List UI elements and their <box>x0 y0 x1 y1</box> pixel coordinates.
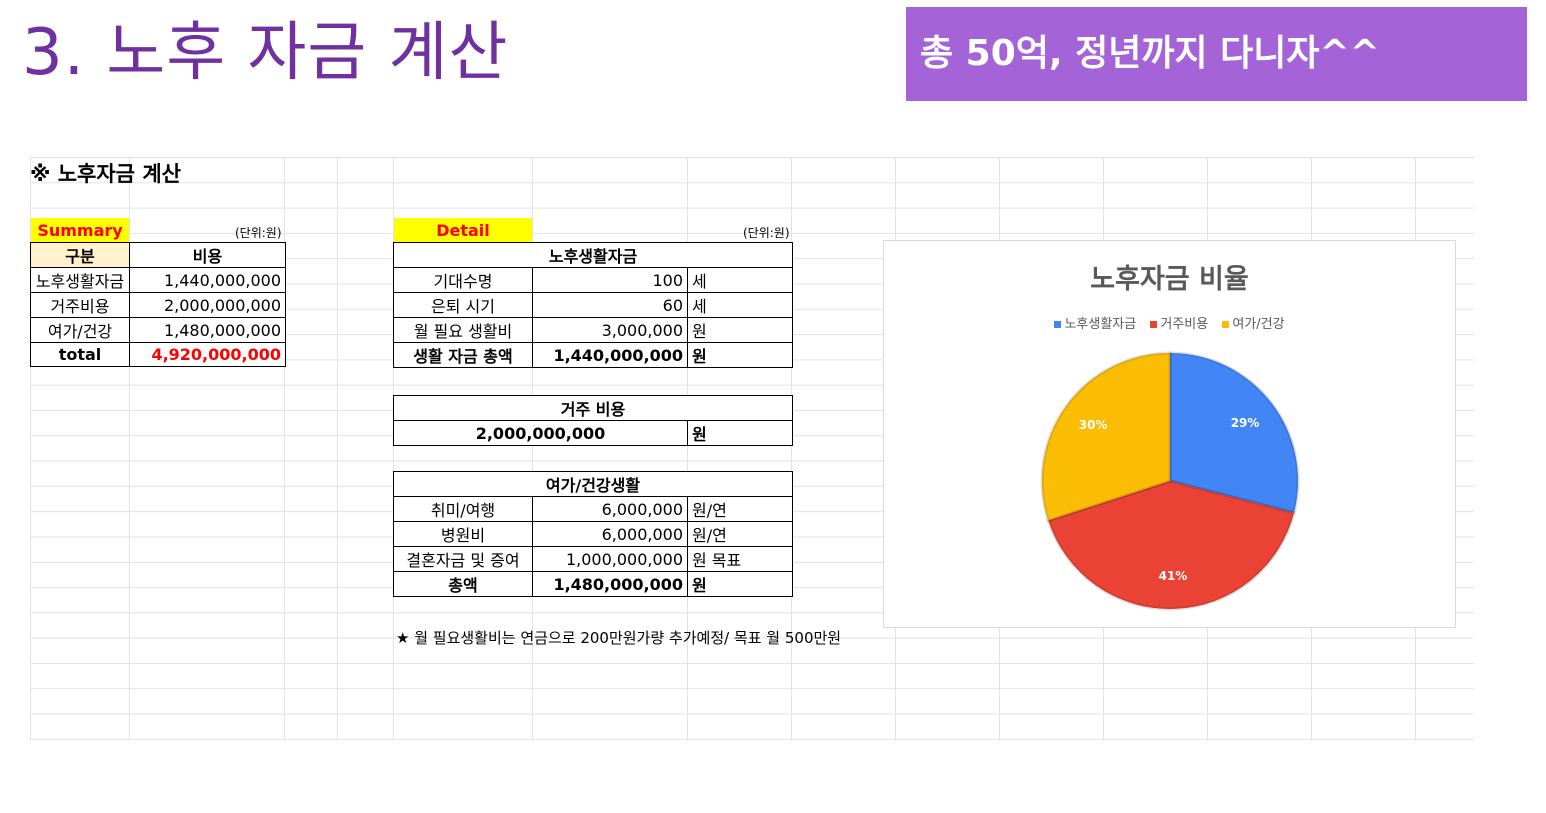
legend-item: 노후생활자금 <box>1054 317 1136 332</box>
legend-swatch <box>1222 321 1230 328</box>
detail-row-value[interactable]: 6,000,000 <box>532 521 688 547</box>
housing-header: 거주 비용 <box>392 395 794 421</box>
summary-total-value[interactable]: 4,920,000,000 <box>129 341 286 368</box>
detail-row-name[interactable]: 취미/여행 <box>393 496 533 522</box>
pie-slice[interactable] <box>1046 479 1296 611</box>
summary-row-value[interactable]: 2,000,000,000 <box>129 292 286 318</box>
pie-data-label: 41% <box>1159 569 1188 583</box>
table-row: 병원비 6,000,000 원/연 <box>393 521 793 547</box>
leisure-total-label[interactable]: 총액 <box>393 571 533 597</box>
living-fund-table: 노후생활자금 기대수명 100 세 은퇴 시기 60 세 월 필요 생활비 3,… <box>392 242 794 368</box>
summary-label: Summary <box>31 218 129 243</box>
detail-row-name[interactable]: 월 필요 생활비 <box>393 317 533 343</box>
summary-header-cost: 비용 <box>129 242 286 268</box>
grid-column-line <box>532 157 533 741</box>
pie-plot: 29% 41% 30% <box>1040 351 1300 611</box>
housing-value[interactable]: 2,000,000,000 <box>393 420 688 446</box>
detail-row-value[interactable]: 1,000,000,000 <box>532 546 688 572</box>
grid-column-line <box>129 157 130 741</box>
legend-label: 거주비용 <box>1160 317 1209 332</box>
detail-unit: (단위:원) <box>743 226 790 240</box>
detail-row-value[interactable]: 100 <box>532 267 688 293</box>
detail-row-unit[interactable]: 세 <box>686 267 794 293</box>
detail-row-value[interactable]: 6,000,000 <box>532 496 688 522</box>
housing-unit[interactable]: 원 <box>686 420 794 446</box>
slide-title: 3. 노후 자금 계산 <box>22 16 509 90</box>
detail-row-name[interactable]: 병원비 <box>393 521 533 547</box>
living-total-label[interactable]: 생활 자금 총액 <box>393 342 533 368</box>
table-row: 총액 1,480,000,000 원 <box>393 571 793 597</box>
living-total-value[interactable]: 1,440,000,000 <box>532 342 688 368</box>
housing-table: 거주 비용 2,000,000,000 원 <box>392 395 794 446</box>
summary-row-value[interactable]: 1,440,000,000 <box>129 267 286 293</box>
summary-row-name[interactable]: 여가/건강 <box>30 317 130 343</box>
leisure-header: 여가/건강생활 <box>393 471 793 497</box>
table-row: 생활 자금 총액 1,440,000,000 원 <box>393 342 794 368</box>
grid-column-line <box>284 157 285 741</box>
legend-swatch <box>1150 321 1158 328</box>
table-row: 결혼자금 및 증여 1,000,000,000 원 목표 <box>393 546 793 572</box>
chart-title: 노후자금 비율 <box>1090 264 1249 295</box>
detail-row-unit[interactable]: 원/연 <box>687 521 793 547</box>
pie-slice[interactable] <box>1040 351 1172 523</box>
detail-row-name[interactable]: 결혼자금 및 증여 <box>393 546 533 572</box>
summary-table: 구분 비용 노후생활자금 1,440,000,000 거주비용 2,000,00… <box>30 242 286 368</box>
summary-unit: (단위:원) <box>235 226 282 240</box>
detail-row-name[interactable]: 기대수명 <box>393 267 533 293</box>
detail-row-unit[interactable]: 원/연 <box>687 496 793 522</box>
detail-row-unit[interactable]: 원 목표 <box>687 546 793 572</box>
table-row: total 4,920,000,000 <box>30 341 286 368</box>
detail-row-name[interactable]: 은퇴 시기 <box>393 292 533 318</box>
table-row: 노후생활자금 1,440,000,000 <box>30 267 286 293</box>
table-row: 기대수명 100 세 <box>393 267 794 293</box>
table-row: 여가/건강 1,480,000,000 <box>30 317 286 343</box>
detail-row-value[interactable]: 60 <box>532 292 688 318</box>
pie-chart[interactable]: 노후자금 비율 노후생활자금 거주비용 여가/건강 29% 41% 30% <box>883 240 1456 628</box>
pie-slice[interactable] <box>1168 351 1300 515</box>
sheet-title: ※ 노후자금 계산 <box>30 162 181 186</box>
grid-column-line <box>687 157 688 741</box>
legend-item: 여가/건강 <box>1222 317 1285 332</box>
detail-row-value[interactable]: 3,000,000 <box>532 317 688 343</box>
leisure-total-value[interactable]: 1,480,000,000 <box>532 571 688 597</box>
chart-legend: 노후생활자금 거주비용 여가/건강 <box>884 313 1455 332</box>
grid-column-line <box>337 157 338 741</box>
table-row: 월 필요 생활비 3,000,000 원 <box>393 317 794 343</box>
living-total-unit[interactable]: 원 <box>686 342 794 368</box>
legend-item: 거주비용 <box>1150 317 1208 332</box>
legend-swatch <box>1054 321 1062 328</box>
grid-column-line <box>791 157 792 741</box>
slide-banner: 총 50억, 정년까지 다니자^^ <box>906 7 1527 101</box>
living-fund-header: 노후생활자금 <box>392 242 794 268</box>
footnote: ★ 월 필요생활비는 연금으로 200만원가량 추가예정/ 목표 월 500만원 <box>396 629 842 647</box>
legend-label: 여가/건강 <box>1232 317 1285 332</box>
summary-total-label[interactable]: total <box>30 341 130 368</box>
leisure-health-table: 여가/건강생활 취미/여행 6,000,000 원/연 병원비 6,000,00… <box>393 471 793 597</box>
detail-row-unit[interactable]: 원 <box>686 317 794 343</box>
grid-column-line <box>393 157 394 741</box>
summary-row-value[interactable]: 1,480,000,000 <box>129 317 286 343</box>
pie-data-label: 30% <box>1079 418 1108 432</box>
table-row: 거주비용 2,000,000,000 <box>30 292 286 318</box>
summary-row-name[interactable]: 노후생활자금 <box>30 267 130 293</box>
table-row: 2,000,000,000 원 <box>393 420 794 446</box>
summary-row-name[interactable]: 거주비용 <box>30 292 130 318</box>
legend-label: 노후생활자금 <box>1064 317 1137 332</box>
summary-header-category: 구분 <box>30 242 130 268</box>
leisure-total-unit[interactable]: 원 <box>687 571 793 597</box>
detail-label: Detail <box>394 218 532 243</box>
table-row: 은퇴 시기 60 세 <box>393 292 794 318</box>
pie-data-label: 29% <box>1231 416 1260 430</box>
detail-row-unit[interactable]: 세 <box>686 292 794 318</box>
table-row: 취미/여행 6,000,000 원/연 <box>393 496 793 522</box>
